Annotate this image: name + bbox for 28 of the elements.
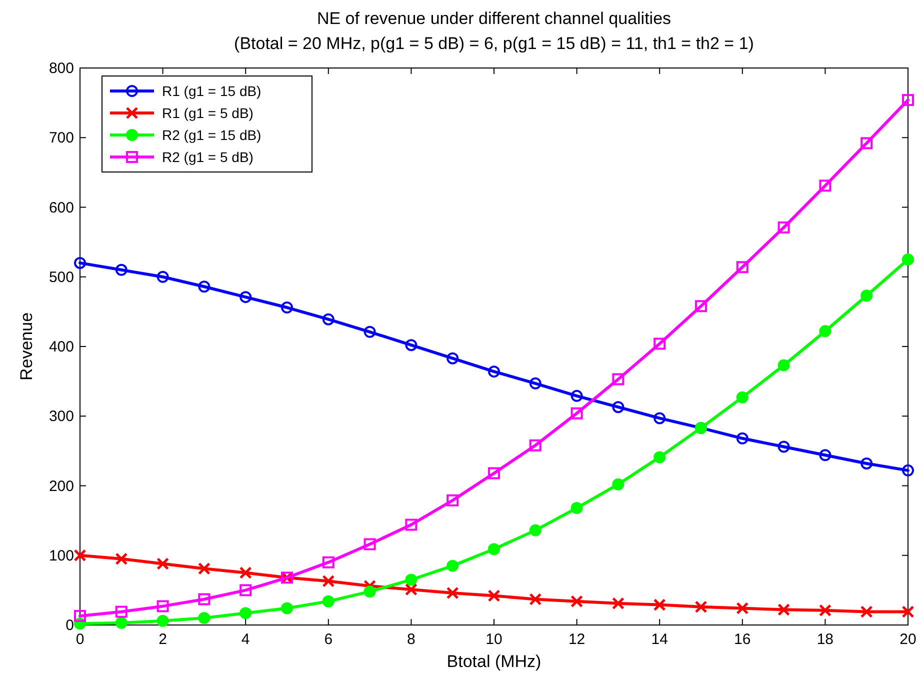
x-tick-label: 2 — [158, 631, 167, 648]
y-tick-label: 200 — [48, 478, 74, 495]
y-tick-label: 300 — [48, 408, 74, 426]
y-tick-label: 700 — [48, 130, 74, 147]
chart-subtitle: (Btotal = 20 MHz, p(g1 = 5 dB) = 6, p(g1 = 15 dB) = 11, th1 = th2 = 1) — [234, 34, 754, 53]
y-tick-label: 400 — [48, 338, 74, 356]
x-tick-label: 10 — [486, 631, 502, 648]
x-tick-label: 6 — [324, 631, 333, 648]
x-tick-label: 16 — [734, 631, 751, 648]
y-axis-title: Revenue — [17, 312, 36, 381]
x-tick-label: 8 — [407, 631, 416, 648]
x-tick-label: 20 — [900, 631, 916, 648]
chart-title: NE of revenue under different channel qualities — [316, 9, 672, 28]
legend-label: R1 (g1 = 5 dB) — [162, 105, 254, 121]
x-tick-label: 18 — [816, 631, 834, 648]
x-tick-label: 4 — [241, 631, 250, 648]
x-tick-label: 14 — [651, 631, 668, 648]
y-tick-label: 800 — [48, 60, 74, 77]
x-tick-label: 12 — [568, 631, 586, 648]
legend-label: R2 (g1 = 5 dB) — [162, 149, 254, 165]
y-tick-label: 600 — [48, 199, 74, 216]
legend-label: R2 (g1 = 15 dB) — [162, 127, 262, 143]
y-tick-label: 500 — [48, 268, 74, 286]
x-axis-title: Btotal (MHz) — [446, 652, 542, 671]
legend-label: R1 (g1 = 15 dB) — [162, 83, 262, 99]
x-tick-label: 0 — [76, 631, 84, 648]
y-tick-label: 0 — [66, 617, 74, 634]
y-tick-label: 100 — [48, 547, 74, 564]
